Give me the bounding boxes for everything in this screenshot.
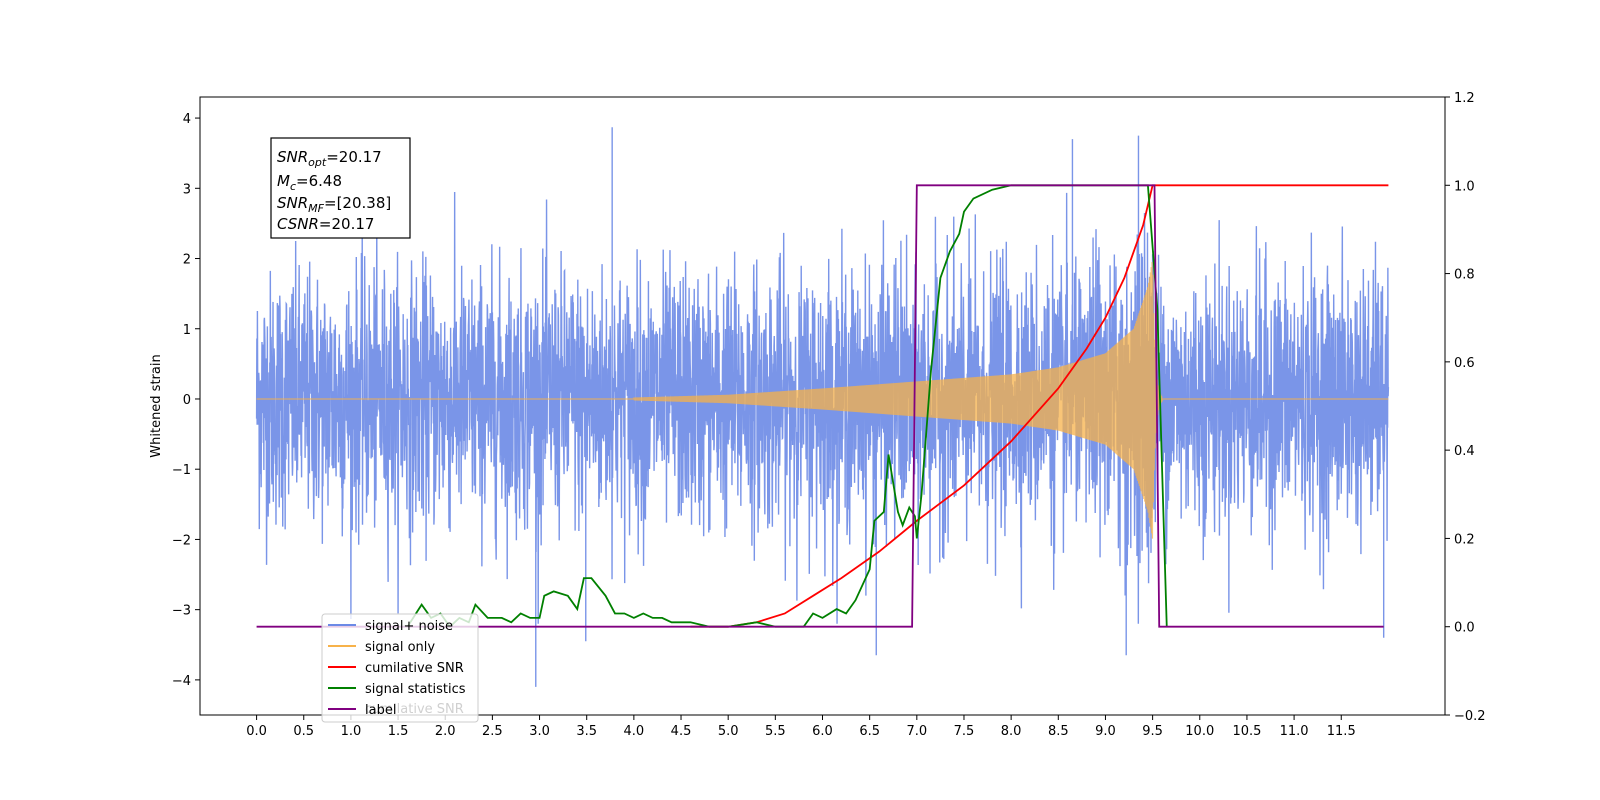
y-right-tick-label: 0.0 (1454, 621, 1475, 636)
x-tick-label: 1.0 (341, 724, 362, 739)
x-tick-label: 0.5 (293, 724, 314, 739)
x-tick-label: 2.5 (482, 724, 503, 739)
x-tick-label: 0.0 (246, 724, 267, 739)
x-tick-label: 6.0 (812, 724, 833, 739)
x-tick-label: 3.5 (576, 724, 597, 739)
line-label (256, 184, 1384, 628)
x-tick-label: 3.0 (529, 724, 550, 739)
x-tick-label: 7.0 (906, 724, 927, 739)
y-left-tick-label: 3 (183, 182, 191, 197)
y-axis-left-ticks: 4 3 2 1 0 −1 −2 −3 −4 (172, 112, 200, 689)
y-axis-right-ticks: 1.2 1.0 0.8 0.6 0.4 0.2 0.0 −0.2 (1445, 91, 1486, 724)
annotation-chirp-mass: Mc=6.48 (277, 172, 342, 193)
x-tick-label: 10.0 (1185, 724, 1214, 739)
x-tick-label: 9.5 (1142, 724, 1163, 739)
x-tick-label: 8.5 (1048, 724, 1069, 739)
x-tick-label: 7.5 (954, 724, 975, 739)
y-right-tick-label: 1.0 (1454, 179, 1475, 194)
legend: cumilative SNR signal+ noise signal only… (321, 613, 479, 723)
annotation-snr-mf: SNRMF=[20.38] (277, 194, 391, 215)
x-tick-label: 5.0 (718, 724, 739, 739)
annotation-frame (270, 137, 411, 239)
y-left-tick-label: 4 (183, 112, 191, 127)
x-tick-label: 6.5 (859, 724, 880, 739)
legend-ghost-text: cumilative SNR (365, 702, 464, 717)
y-left-tick-label: 0 (183, 393, 191, 408)
legend-label-signal-only: signal only (365, 640, 435, 655)
line-signal-only (256, 261, 1389, 539)
y-axis-left-label: Whitened strain (149, 354, 164, 457)
annotation-csnr: CSNR=20.17 (277, 215, 374, 233)
x-tick-label: 4.5 (671, 724, 692, 739)
x-tick-label: 9.0 (1095, 724, 1116, 739)
y-right-tick-label: 0.4 (1454, 444, 1475, 459)
y-left-tick-label: −2 (172, 533, 191, 548)
legend-frame (321, 613, 479, 723)
y-right-tick-label: 0.8 (1454, 268, 1475, 283)
y-right-tick-label: 1.2 (1454, 91, 1475, 106)
series-signal-noise (255, 127, 1390, 687)
x-tick-label: 5.5 (765, 724, 786, 739)
annotation-snr-opt: SNRopt=20.17 (277, 148, 382, 169)
x-tick-label: 1.5 (388, 724, 409, 739)
y-right-tick-label: 0.2 (1454, 532, 1475, 547)
x-tick-label: 11.0 (1280, 724, 1309, 739)
legend-label-label: label (365, 703, 396, 718)
x-tick-label: 4.0 (624, 724, 645, 739)
x-tick-label: 10.5 (1232, 724, 1261, 739)
x-axis-ticks: 0.0 0.5 1.0 1.5 2.0 2.5 3.0 3.5 4.0 4.5 5.0 5.5 6.0 6… (246, 715, 1356, 739)
legend-label-signal-noise: signal+ noise (365, 619, 453, 634)
y-left-tick-label: −4 (172, 674, 191, 689)
x-tick-label: 8.0 (1001, 724, 1022, 739)
x-tick-label: 2.0 (435, 724, 456, 739)
y-right-tick-label: −0.2 (1454, 709, 1486, 724)
legend-label-signal-statistics: signal statistics (365, 682, 466, 697)
x-tick-label: 11.5 (1327, 724, 1356, 739)
series-signal-only (256, 261, 1389, 539)
line-signal-noise (255, 127, 1390, 687)
y-left-tick-label: −1 (172, 463, 191, 478)
y-left-tick-label: 1 (183, 323, 191, 338)
y-right-tick-label: 0.6 (1454, 356, 1475, 371)
series-right-axis (256, 184, 1389, 629)
legend-label-cumilative-snr: cumilative SNR (365, 661, 464, 676)
annotation-box: SNRopt=20.17 Mc=6.48 SNRMF=[20.38] CSNR=… (270, 137, 411, 239)
y-left-tick-label: −3 (172, 604, 191, 619)
y-left-tick-label: 2 (183, 253, 191, 268)
line-cumilative-snr (690, 184, 1389, 628)
